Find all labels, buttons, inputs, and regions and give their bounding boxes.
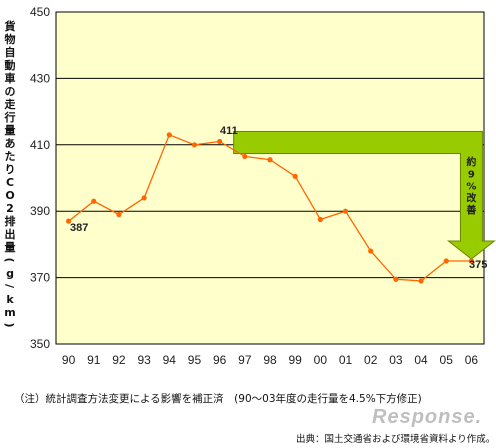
x-tick-label: 03 bbox=[389, 353, 403, 367]
data-points bbox=[65, 132, 475, 284]
annotation-char: 善 bbox=[466, 203, 476, 216]
y-axis-label-char: 走 bbox=[4, 97, 16, 111]
y-axis-ticks: 350 370 390 410 430 450 bbox=[30, 5, 50, 351]
y-axis-label-char: 自 bbox=[5, 45, 16, 59]
x-tick-label: 97 bbox=[238, 353, 252, 367]
y-axis-label-char: の bbox=[5, 85, 16, 98]
x-tick-label: 05 bbox=[440, 353, 454, 367]
y-axis-label-char: k bbox=[6, 293, 14, 306]
y-tick-label: 370 bbox=[30, 271, 50, 285]
y-tick-label: 450 bbox=[30, 5, 50, 19]
data-point bbox=[317, 216, 323, 223]
y-axis-label-char: り bbox=[5, 163, 16, 176]
data-label-start: 387 bbox=[70, 222, 88, 234]
data-point bbox=[267, 157, 273, 163]
data-point bbox=[368, 248, 374, 254]
data-point bbox=[468, 258, 475, 264]
y-tick-label: 350 bbox=[30, 337, 50, 351]
y-tick-label: 410 bbox=[30, 138, 50, 152]
y-axis-label-char: 動 bbox=[5, 58, 16, 72]
x-axis-ticks: 90 91 92 93 94 95 96 97 98 99 00 01 02 03 04 05 06 bbox=[62, 353, 478, 367]
x-tick-label: 04 bbox=[414, 353, 428, 367]
data-label-peak: 411 bbox=[220, 125, 238, 137]
y-axis-label-char: / bbox=[3, 284, 16, 289]
data-point bbox=[65, 218, 72, 224]
annotation-char: % bbox=[466, 181, 476, 192]
y-tick-label: 430 bbox=[30, 71, 50, 85]
x-tick-label: 94 bbox=[163, 353, 177, 367]
data-point bbox=[418, 278, 424, 284]
y-axis-label-char: g bbox=[6, 267, 14, 280]
y-axis-label-char: 物 bbox=[5, 32, 16, 46]
y-axis-label-char: た bbox=[5, 150, 16, 163]
x-tick-label: 92 bbox=[112, 353, 126, 367]
data-point bbox=[141, 195, 147, 201]
y-axis-label-char: 2 bbox=[6, 202, 14, 215]
x-tick-label: 02 bbox=[364, 353, 378, 367]
x-tick-label: 99 bbox=[288, 353, 302, 367]
y-tick-label: 390 bbox=[30, 204, 50, 218]
data-point bbox=[217, 138, 223, 145]
x-tick-label: 90 bbox=[62, 353, 76, 367]
y-axis-label-char: ( bbox=[3, 257, 16, 262]
data-point bbox=[116, 211, 122, 218]
source-credit: 出典：国土交通省および環境省資料より作成。 bbox=[296, 433, 495, 445]
improvement-arrow bbox=[233, 130, 496, 260]
y-axis-label-char: C bbox=[6, 176, 14, 189]
x-tick-label: 95 bbox=[188, 353, 202, 367]
y-axis-label-char: ) bbox=[3, 322, 16, 327]
improvement-annotation: 約9%改善 bbox=[466, 155, 477, 216]
x-tick-label: 96 bbox=[213, 353, 227, 367]
data-point bbox=[443, 258, 449, 264]
x-tick-label: 00 bbox=[314, 353, 328, 367]
x-tick-label: 06 bbox=[465, 353, 479, 367]
annotation-char: 9 bbox=[468, 169, 475, 180]
plot-area bbox=[55, 11, 485, 345]
y-axis-label-char: 出 bbox=[5, 227, 16, 241]
y-axis-label-char: m bbox=[4, 306, 15, 319]
y-axis-label-char: 行 bbox=[4, 110, 16, 124]
x-tick-label: 01 bbox=[339, 353, 353, 367]
y-axis-label-char: 排 bbox=[5, 214, 16, 228]
data-point bbox=[342, 208, 349, 214]
y-axis-label-char: 貨 bbox=[5, 19, 16, 33]
y-axis-label-char: 量 bbox=[5, 241, 16, 254]
x-tick-label: 91 bbox=[87, 353, 101, 367]
annotation-char: 改 bbox=[466, 191, 477, 204]
data-point bbox=[242, 153, 248, 160]
data-point bbox=[191, 142, 198, 148]
y-axis-label-char: あ bbox=[5, 137, 16, 150]
data-point bbox=[292, 173, 298, 179]
y-axis-label-char: O bbox=[5, 189, 14, 202]
x-tick-label: 93 bbox=[137, 353, 151, 367]
footnote: （注）統計調査方法変更による影響を補正済 (90～03年度の走行量を4.5%下方… bbox=[14, 392, 422, 405]
data-point bbox=[393, 276, 399, 282]
annotation-char: 約 bbox=[466, 155, 476, 168]
watermark: Response. bbox=[372, 406, 482, 428]
data-point bbox=[91, 198, 97, 204]
y-axis-label-char: 車 bbox=[5, 71, 16, 85]
data-point bbox=[166, 132, 172, 138]
y-axis-label-char: 量 bbox=[5, 124, 16, 137]
x-tick-label: 98 bbox=[263, 353, 277, 367]
data-label-end: 375 bbox=[469, 259, 487, 271]
